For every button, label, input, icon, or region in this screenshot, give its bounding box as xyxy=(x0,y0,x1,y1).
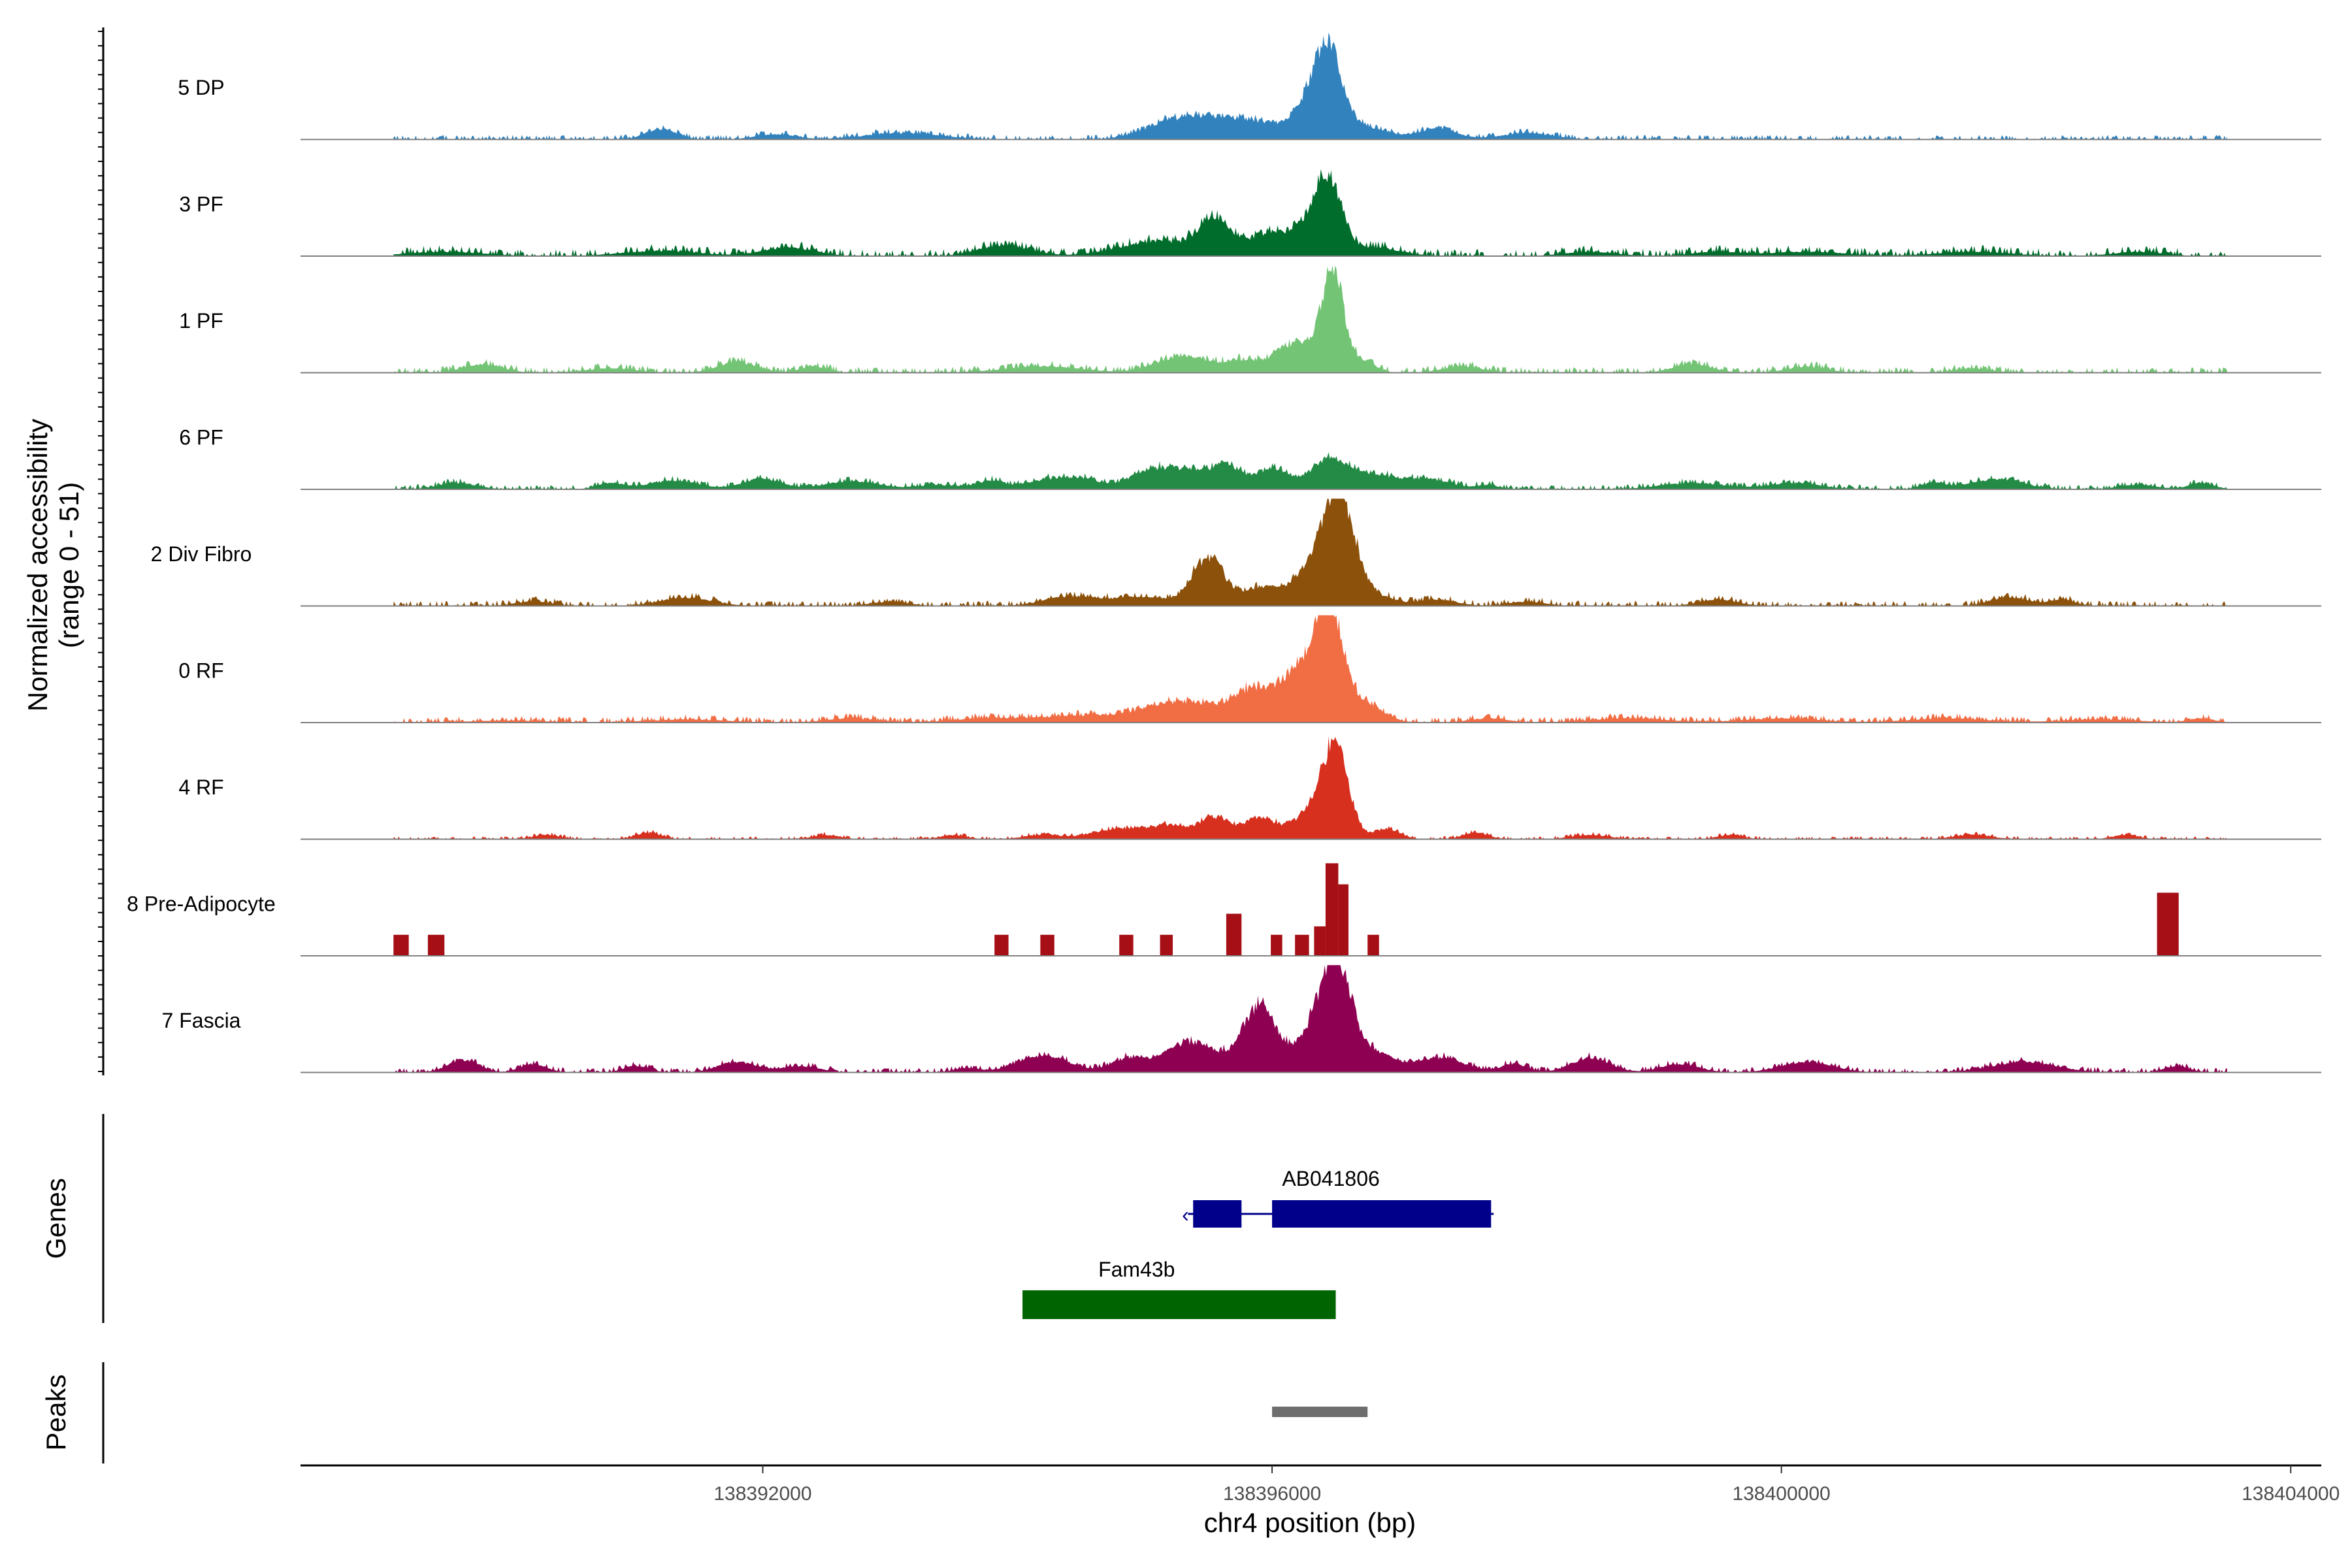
peak-region xyxy=(1272,1407,1368,1417)
track-label: 5 DP xyxy=(178,76,224,99)
gene-exon xyxy=(1022,1290,1336,1319)
gene-fam43b: Fam43b xyxy=(1022,1258,1336,1319)
x-axis: chr4 position (bp) 138392000 138396000 138… xyxy=(301,1464,2340,1538)
x-tick-label: 138400000 xyxy=(1733,1483,1831,1505)
track-1-pf: 1 PF xyxy=(179,265,2321,374)
x-tick-label: 138396000 xyxy=(1223,1483,1321,1505)
track-label: 4 RF xyxy=(178,776,223,799)
coverage-bar xyxy=(1160,934,1173,956)
track-label: 0 RF xyxy=(178,659,223,683)
coverage-tracks: 5 DP 3 PF 1 PF 6 PF 2 Div Fibro 0 RF 4 RF 8 Pre… xyxy=(98,27,2321,1075)
coverage-area xyxy=(393,965,2227,1073)
strand-arrow-icon: ‹ xyxy=(1182,1203,1189,1226)
coverage-area xyxy=(393,169,2227,256)
gene-label: AB041806 xyxy=(1282,1167,1379,1190)
y-axis-title-line1: Normalized accessibility xyxy=(22,419,53,711)
coverage-area xyxy=(393,32,2227,140)
genes-track-title: Genes xyxy=(41,1178,71,1259)
gene-track: Genes ‹ AB041806 Fam43b xyxy=(41,1114,1494,1323)
coverage-bar xyxy=(393,934,409,956)
coverage-area xyxy=(393,498,2227,606)
peaks-track-title: Peaks xyxy=(41,1375,71,1451)
coverage-area xyxy=(393,265,2227,373)
coverage-area xyxy=(393,452,2227,489)
coverage-bar xyxy=(1226,913,1242,956)
x-tick-label: 138392000 xyxy=(713,1483,811,1505)
gene-label: Fam43b xyxy=(1098,1258,1175,1281)
track-6-pf: 6 PF xyxy=(179,426,2321,490)
coverage-area xyxy=(393,736,2227,840)
track-5-dp: 5 DP xyxy=(178,32,2321,140)
coverage-bar xyxy=(994,934,1009,956)
coverage-bar xyxy=(1271,934,1282,956)
coverage-bar xyxy=(2157,892,2179,956)
peak-track: Peaks xyxy=(41,1362,1368,1463)
coverage-bar xyxy=(1040,934,1054,956)
track-label: 2 Div Fibro xyxy=(151,542,252,566)
track-4-rf: 4 RF xyxy=(178,736,2321,840)
coverage-bar xyxy=(1295,934,1309,956)
coverage-bar xyxy=(1314,926,1326,956)
track-2-div-fibro: 2 Div Fibro xyxy=(151,498,2321,607)
track-7-fascia: 7 Fascia xyxy=(162,965,2321,1073)
track-label: 3 PF xyxy=(179,193,223,216)
track-label: 1 PF xyxy=(179,309,223,333)
y-axis-title: Normalized accessibility (range 0 - 51) xyxy=(22,419,84,711)
track-label: 6 PF xyxy=(179,426,223,449)
coverage-bar xyxy=(1325,863,1339,956)
y-axis-title-line2: (range 0 - 51) xyxy=(54,482,84,648)
track-3-pf: 3 PF xyxy=(179,169,2321,257)
x-tick-label: 138404000 xyxy=(2242,1483,2340,1505)
y-axis xyxy=(98,27,105,1075)
gene-ab041806: ‹ AB041806 xyxy=(1182,1167,1494,1228)
track-label: 8 Pre-Adipocyte xyxy=(127,892,276,916)
gene-exon xyxy=(1193,1200,1242,1228)
track-0-rf: 0 RF xyxy=(178,615,2321,723)
coverage-area xyxy=(393,615,2227,723)
gene-exon xyxy=(1272,1200,1492,1228)
track-8-pre-adipocyte: 8 Pre-Adipocyte xyxy=(127,863,2321,956)
coverage-bar xyxy=(427,934,445,956)
coverage-bar xyxy=(1119,934,1134,956)
coverage-bar xyxy=(1338,884,1348,956)
track-label: 7 Fascia xyxy=(162,1009,241,1032)
coverage-bar xyxy=(1367,934,1379,956)
x-axis-title: chr4 position (bp) xyxy=(1204,1507,1416,1538)
